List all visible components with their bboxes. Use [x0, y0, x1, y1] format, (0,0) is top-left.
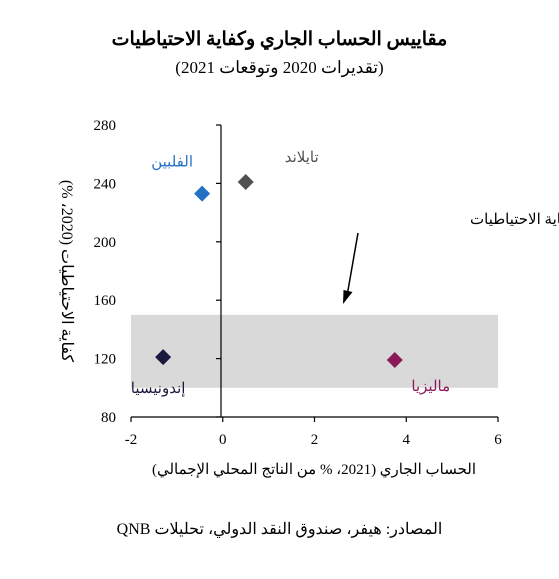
safe-zone-label: المنطقة الآمنة لكفاية الاحتياطيات	[470, 211, 559, 228]
source-note: المصادر: هيفر، صندوق النقد الدولي، تحليل…	[116, 521, 443, 538]
data-point-label: إندونيسيا	[131, 381, 186, 397]
y-tick-label: 80	[101, 410, 116, 426]
chart-subtitle: (تقديرات 2020 وتوقعات 2021)	[175, 58, 384, 77]
y-tick-label: 240	[94, 176, 117, 192]
x-tick-label: 2	[311, 432, 319, 448]
x-tick-label: 4	[403, 432, 411, 448]
data-point-marker	[237, 173, 254, 190]
safe-zone-arrow	[343, 232, 359, 304]
x-tick-label: 0	[219, 432, 227, 448]
x-tick-label: 6	[494, 432, 502, 448]
y-tick-label: 120	[94, 352, 117, 368]
scatter-plot: 80 120 160 200 240 280 -2 0 2 4 6 الفلبين تايلاند إن…	[58, 118, 559, 478]
chart-title: مقاييس الحساب الجاري وكفاية الاحتياطيات	[111, 29, 448, 50]
y-tick-label: 160	[94, 293, 117, 309]
data-point-marker	[194, 185, 211, 202]
data-point-marker	[386, 352, 403, 369]
y-axis-label: كفاية الاحتياطيات (2020، %)	[58, 180, 75, 363]
data-point-marker	[155, 349, 172, 366]
x-tick-label: -2	[125, 432, 138, 448]
data-point-label: ماليزيا	[411, 379, 450, 395]
data-point-label: تايلاند	[285, 150, 319, 166]
data-point-label: الفلبين	[151, 155, 193, 171]
x-axis-label: الحساب الجاري (2021، % من الناتج المحلي …	[152, 462, 476, 478]
tick-labels: 80 120 160 200 240 280 -2 0 2 4 6	[94, 118, 503, 448]
y-tick-label: 200	[94, 235, 117, 251]
axes	[130, 124, 499, 422]
safe-zone-band	[131, 314, 498, 388]
y-tick-label: 280	[94, 118, 117, 134]
point-labels: الفلبين تايلاند إندونيسيا ماليزيا	[131, 150, 450, 397]
data-points	[155, 173, 403, 369]
